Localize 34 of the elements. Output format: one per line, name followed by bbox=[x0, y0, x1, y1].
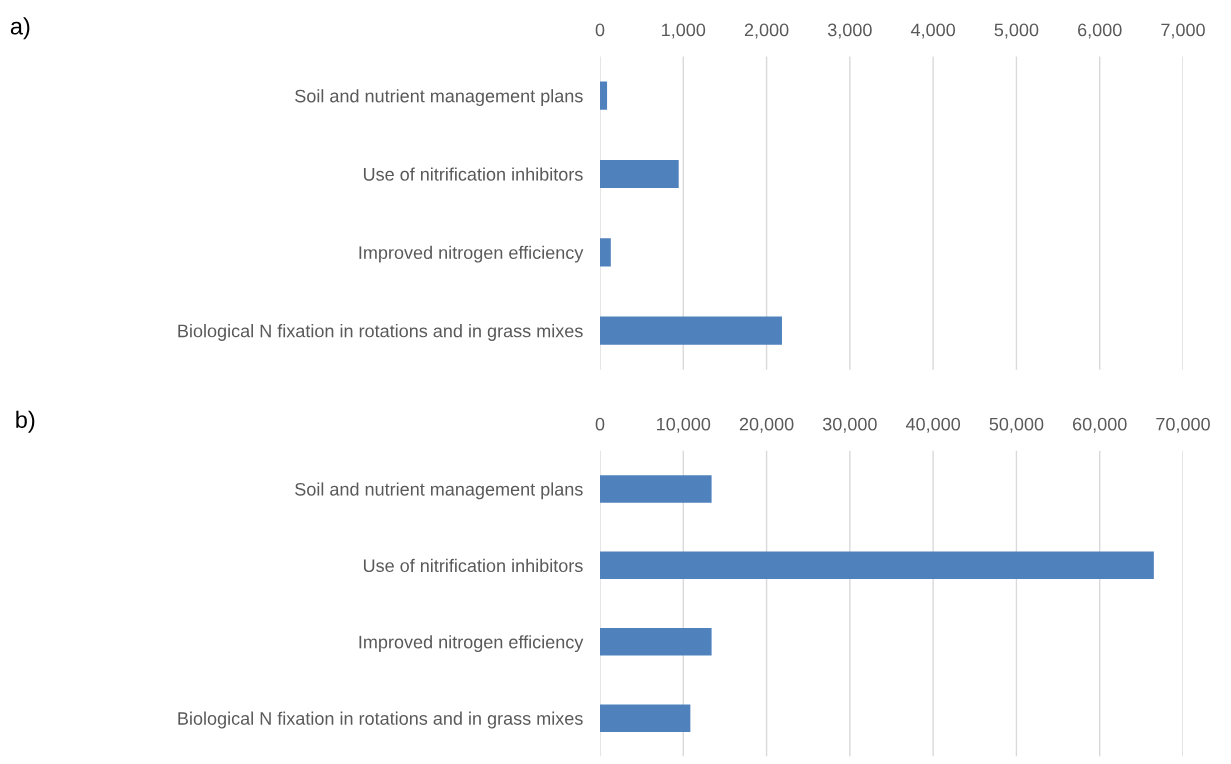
y-tick-label: Biological N fixation in rotations and in grass mixes bbox=[178, 711, 583, 729]
bar bbox=[599, 551, 1154, 580]
x-tick-label: 50,000 bbox=[989, 417, 1044, 433]
text: b) bbox=[16, 410, 35, 433]
x-tick-label: 4,000 bbox=[910, 23, 956, 39]
x-tick-label: 5,000 bbox=[994, 23, 1039, 39]
x-tick-label: 7,000 bbox=[1161, 23, 1205, 39]
bar bbox=[599, 159, 679, 189]
bar bbox=[599, 704, 691, 732]
bar bbox=[599, 628, 712, 656]
x-tick-label: 1,000 bbox=[662, 23, 706, 39]
x-tick-label: 0 bbox=[595, 417, 605, 431]
bar bbox=[599, 316, 782, 345]
x-tick-label: 0 bbox=[595, 23, 605, 37]
x-tick-label: 70,000 bbox=[1156, 417, 1210, 433]
x-tick-label: 3,000 bbox=[827, 23, 872, 39]
y-tick-label: Biological N fixation in rotations and in grass mixes bbox=[178, 324, 583, 341]
x-tick-label: 30,000 bbox=[822, 417, 877, 433]
x-tick-label: 6,000 bbox=[1078, 23, 1122, 39]
x-tick-label: 60,000 bbox=[1073, 417, 1127, 433]
text: a) bbox=[10, 17, 30, 40]
y-tick-label: Improved nitrogen efficiency bbox=[359, 245, 584, 263]
bar bbox=[599, 238, 611, 267]
x-tick-label: 10,000 bbox=[657, 417, 711, 433]
y-tick-label: Use of nitrification inhibitors bbox=[363, 558, 583, 573]
bar bbox=[599, 475, 712, 503]
y-tick-label: Soil and nutrient management plans bbox=[295, 89, 583, 106]
y-tick-label: Soil and nutrient management plans bbox=[295, 482, 583, 500]
x-tick-label: 20,000 bbox=[739, 417, 794, 433]
x-tick-label: 40,000 bbox=[905, 417, 961, 433]
x-tick-label: 2,000 bbox=[744, 23, 789, 39]
y-tick-label: Use of nitrification inhibitors bbox=[363, 167, 583, 181]
bar bbox=[599, 81, 608, 110]
y-tick-label: Improved nitrogen efficiency bbox=[359, 635, 584, 653]
